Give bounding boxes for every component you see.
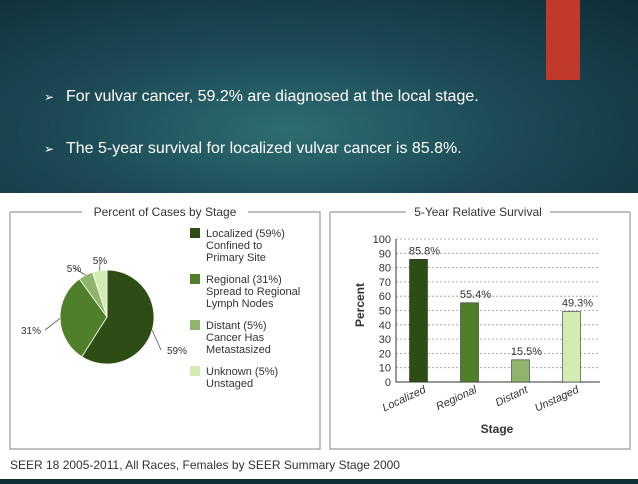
legend-swatch-localized bbox=[190, 228, 200, 238]
pie-label-localized: 59% bbox=[167, 346, 187, 357]
source-footnote: SEER 18 2005-2011, All Races, Females by… bbox=[10, 458, 400, 472]
bar-bars: 85.8%Localized55.4%Regional15.5%Distant4… bbox=[381, 245, 594, 414]
bar-value-label: 85.8% bbox=[409, 245, 440, 257]
x-axis-label: Stage bbox=[481, 422, 514, 436]
y-axis-label: Percent bbox=[353, 283, 367, 327]
bullet-1-text: For vulvar cancer, 59.2% are diagnosed a… bbox=[66, 88, 479, 106]
x-tick-label: Unstaged bbox=[533, 383, 582, 414]
legend-text-localized: Localized (59%) bbox=[206, 228, 285, 240]
bar-value-label: 49.3% bbox=[562, 298, 593, 310]
legend-swatch-distant bbox=[190, 320, 200, 330]
pie-slices bbox=[60, 270, 154, 364]
y-tick-label: 30 bbox=[379, 334, 391, 346]
legend-text-localized: Confined to bbox=[206, 240, 262, 252]
legend-text-distant: Metastasized bbox=[206, 344, 271, 356]
pie-leader-line-regional bbox=[45, 318, 60, 330]
pie-chart-title: Percent of Cases by Stage bbox=[94, 205, 237, 219]
bullet-2: ➢ The 5-year survival for localized vulv… bbox=[44, 140, 462, 158]
pie-frame bbox=[10, 212, 320, 449]
y-tick-label: 40 bbox=[379, 320, 391, 332]
bar-value-label: 55.4% bbox=[460, 289, 491, 301]
y-tick-label: 70 bbox=[379, 277, 391, 289]
bar-chart: 5-Year Relative Survival 0 10 20 30 40 50 60 70… bbox=[330, 205, 630, 449]
y-tick-label: 20 bbox=[379, 348, 391, 360]
pie-label-regional: 31% bbox=[21, 326, 41, 337]
pie-leader-line-localized bbox=[152, 330, 161, 350]
x-tick-label: Regional bbox=[434, 384, 479, 413]
charts-svg: Percent of Cases by Stage 59% 31% 5% 5% Loc… bbox=[0, 193, 638, 479]
bullet-1: ➢ For vulvar cancer, 59.2% are diagnosed… bbox=[44, 88, 479, 106]
y-tick-label: 10 bbox=[379, 363, 391, 375]
legend-text-regional: Regional (31%) bbox=[206, 274, 282, 286]
bar-value-label: 15.5% bbox=[511, 346, 542, 358]
bar-frame bbox=[330, 212, 630, 449]
legend-text-unknown: Unknown (5%) bbox=[206, 366, 278, 378]
legend-swatch-regional bbox=[190, 274, 200, 284]
y-tick-label: 50 bbox=[379, 306, 391, 318]
charts-panel: Percent of Cases by Stage 59% 31% 5% 5% Loc… bbox=[0, 193, 638, 479]
y-tick-label: 90 bbox=[379, 248, 391, 260]
bar-localized bbox=[410, 259, 428, 382]
pie-chart: Percent of Cases by Stage 59% 31% 5% 5% Loc… bbox=[10, 205, 320, 449]
bar-regional bbox=[461, 303, 479, 382]
bar-unstaged bbox=[563, 312, 581, 382]
bar-chart-title: 5-Year Relative Survival bbox=[414, 205, 542, 219]
arrow-bullet-icon: ➢ bbox=[44, 142, 66, 156]
legend-text-unknown: Unstaged bbox=[206, 378, 253, 390]
y-tick-label: 0 bbox=[385, 377, 391, 389]
accent-tab bbox=[546, 0, 580, 80]
y-tick-label: 60 bbox=[379, 291, 391, 303]
legend-text-regional: Lymph Nodes bbox=[206, 298, 274, 310]
bar-distant bbox=[512, 360, 530, 382]
legend-text-localized: Primary Site bbox=[206, 252, 266, 264]
arrow-bullet-icon: ➢ bbox=[44, 90, 66, 104]
pie-label-distant: 5% bbox=[67, 264, 82, 275]
legend-text-regional: Spread to Regional bbox=[206, 286, 300, 298]
y-tick-label: 100 bbox=[373, 234, 391, 246]
legend-text-distant: Cancer Has bbox=[206, 332, 265, 344]
legend-swatch-unknown bbox=[190, 366, 200, 376]
x-tick-label: Distant bbox=[494, 383, 531, 409]
pie-label-unknown: 5% bbox=[93, 256, 108, 267]
y-tick-label: 80 bbox=[379, 263, 391, 275]
bullet-2-text: The 5-year survival for localized vulvar… bbox=[66, 140, 462, 158]
legend-text-distant: Distant (5%) bbox=[206, 320, 267, 332]
